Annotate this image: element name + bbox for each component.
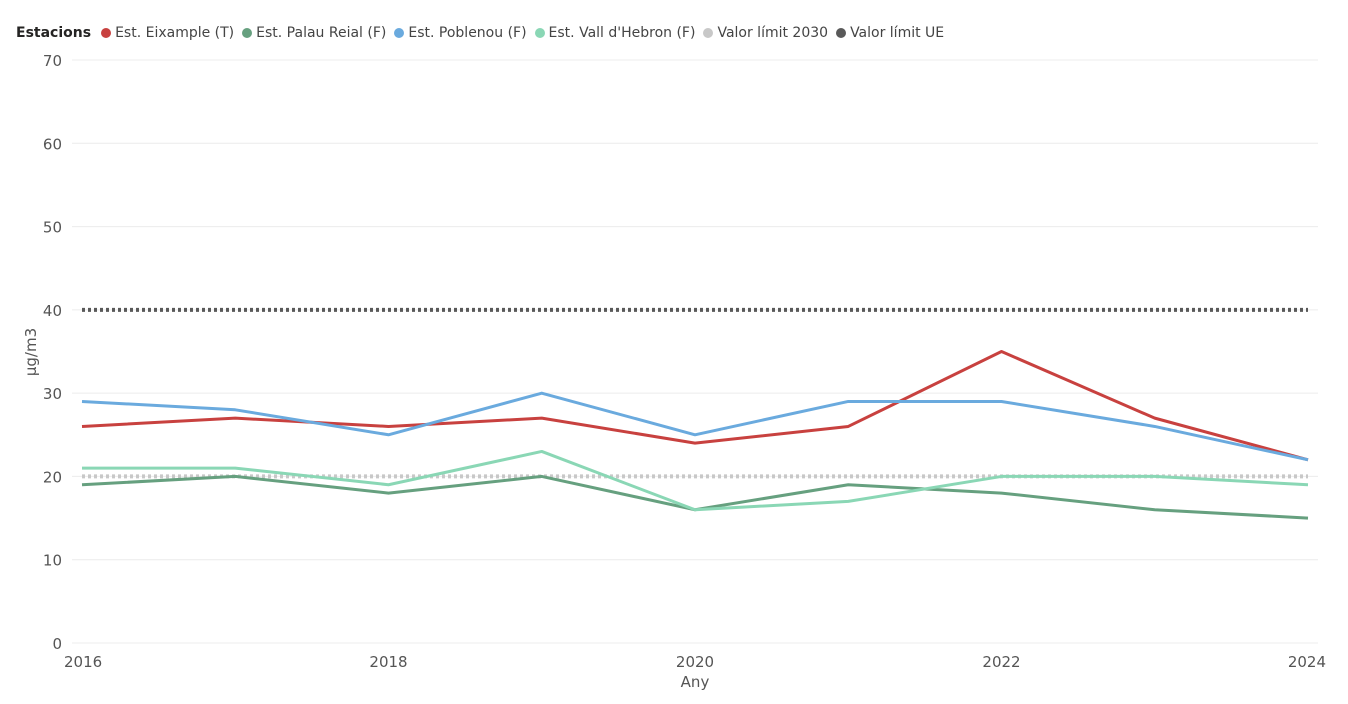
gridlines — [72, 59, 1318, 644]
chart-legend: Estacions Est. Eixample (T) Est. Palau Re… — [16, 22, 952, 44]
x-axis-label: Any — [681, 673, 710, 691]
y-axis-ticks: 0 10 20 30 40 50 60 70 — [43, 52, 62, 653]
legend-item[interactable]: Est. Eixample (T) — [101, 25, 234, 41]
series-line[interactable] — [81, 474, 1309, 520]
legend-item[interactable]: Est. Vall d'Hebron (F) — [534, 25, 696, 41]
legend-item[interactable]: Est. Poblenou (F) — [394, 25, 527, 41]
series-line[interactable] — [82, 449, 1309, 512]
legend-dot-icon — [101, 28, 112, 38]
legend-dot-icon — [703, 28, 714, 38]
x-tick-label: 2016 — [64, 653, 102, 671]
series-line[interactable] — [81, 391, 1309, 462]
legend-dot-icon — [836, 28, 847, 38]
legend-label: Est. Palau Reial (F) — [256, 25, 387, 41]
legend-label: Valor límit UE — [850, 25, 945, 41]
y-axis-label: µg/m3 — [22, 328, 40, 376]
x-axis-ticks: 2016 2018 2020 2022 2024 — [64, 653, 1326, 671]
y-tick-label: 40 — [43, 302, 62, 320]
legend-dot-icon — [394, 28, 405, 38]
y-tick-label: 60 — [43, 135, 62, 153]
x-tick-label: 2020 — [676, 653, 714, 671]
legend-dot-icon — [534, 28, 545, 38]
legend-item[interactable]: Valor límit UE — [836, 25, 944, 41]
legend-label: Valor límit 2030 — [717, 25, 829, 41]
legend-item[interactable]: Valor límit 2030 — [703, 25, 828, 41]
legend-label: Est. Vall d'Hebron (F) — [548, 25, 696, 41]
series-lines — [81, 307, 1309, 520]
x-tick-label: 2018 — [369, 653, 407, 671]
legend-dot-icon — [242, 28, 253, 38]
legend-title: Estacions — [16, 25, 92, 41]
legend-label: Est. Eixample (T) — [115, 25, 235, 41]
y-tick-label: 20 — [43, 468, 62, 486]
legend-item[interactable]: Est. Palau Reial (F) — [242, 25, 386, 41]
legend-label: Est. Poblenou (F) — [408, 25, 527, 41]
y-tick-label: 70 — [43, 52, 62, 70]
y-tick-label: 0 — [52, 635, 62, 653]
y-tick-label: 30 — [43, 385, 62, 403]
x-tick-label: 2024 — [1288, 653, 1326, 671]
y-tick-label: 10 — [43, 552, 62, 570]
y-tick-label: 50 — [43, 219, 62, 237]
x-tick-label: 2022 — [982, 653, 1020, 671]
series-line[interactable] — [81, 350, 1309, 462]
